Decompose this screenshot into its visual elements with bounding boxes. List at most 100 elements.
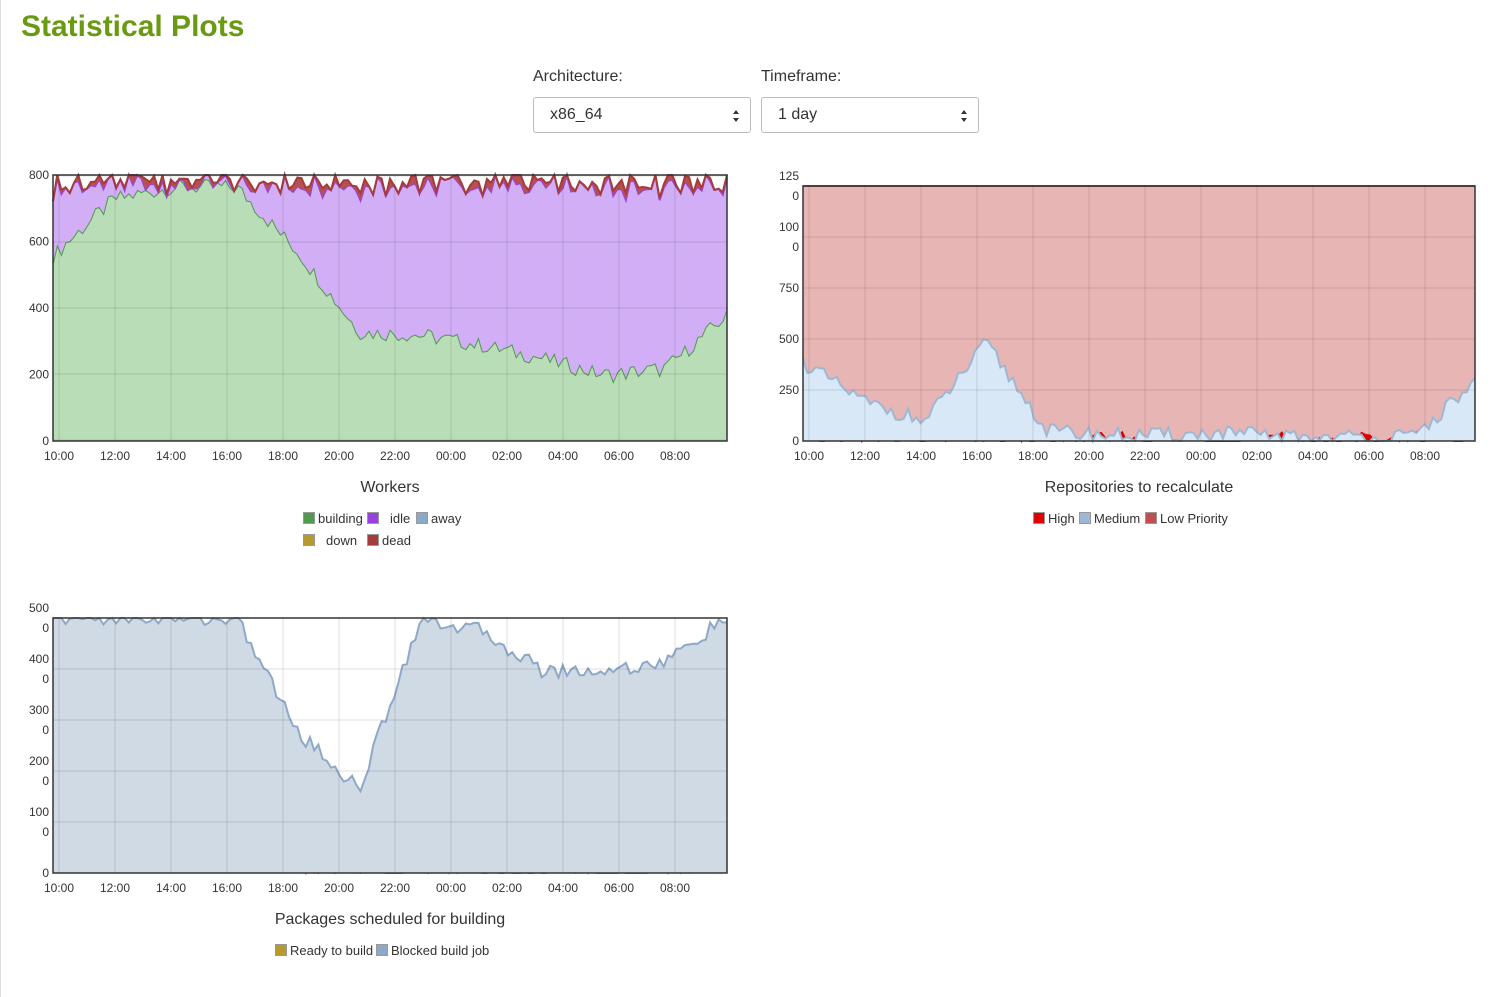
x-tick-label: 16:00 xyxy=(212,881,242,895)
legend-item-medium: Medium xyxy=(1079,511,1140,526)
x-tick-label: 06:00 xyxy=(604,881,634,895)
x-tick-label: 22:00 xyxy=(1130,449,1160,463)
x-tick-label: 08:00 xyxy=(1410,449,1440,463)
series-line-dead xyxy=(52,171,728,202)
y-tick-label: 0 xyxy=(42,621,49,635)
x-tick-label: 14:00 xyxy=(906,449,936,463)
legend-swatch xyxy=(303,534,315,546)
architecture-select[interactable]: x86_64 xyxy=(533,97,751,133)
x-tick-label: 02:00 xyxy=(1242,449,1272,463)
series-line-medium xyxy=(802,338,1476,444)
workers-chart-title: Workers xyxy=(360,479,420,496)
legend-swatch xyxy=(303,512,315,524)
y-tick-label: 125 xyxy=(779,169,799,183)
legend-label: Blocked build job xyxy=(391,943,490,958)
y-tick-label: 250 xyxy=(779,383,799,397)
legend-label: Medium xyxy=(1094,511,1141,526)
y-tick-label: 0 xyxy=(42,774,49,788)
y-tick-label: 0 xyxy=(792,240,799,254)
legend-label: down xyxy=(326,533,358,548)
x-tick-label: 06:00 xyxy=(1354,449,1384,463)
y-tick-label: 500 xyxy=(29,601,49,615)
page-title: Statistical Plots xyxy=(21,10,245,43)
x-tick-label: 08:00 xyxy=(660,449,690,463)
x-tick-label: 12:00 xyxy=(100,881,130,895)
y-tick-label: 600 xyxy=(29,235,49,249)
x-tick-label: 12:00 xyxy=(850,449,880,463)
legend-swatch xyxy=(367,534,379,546)
x-tick-label: 04:00 xyxy=(548,881,578,895)
x-tick-label: 10:00 xyxy=(794,449,824,463)
x-tick-label: 12:00 xyxy=(100,449,130,463)
x-tick-label: 02:00 xyxy=(492,449,522,463)
legend-item-idle: idle xyxy=(367,511,410,526)
x-tick-label: 04:00 xyxy=(1298,449,1328,463)
x-tick-label: 18:00 xyxy=(268,881,298,895)
legend-item-dead: dead xyxy=(367,533,411,548)
y-tick-label: 300 xyxy=(29,703,49,717)
x-tick-label: 20:00 xyxy=(1074,449,1104,463)
x-tick-label: 00:00 xyxy=(1186,449,1216,463)
x-tick-label: 20:00 xyxy=(324,881,354,895)
y-tick-label: 0 xyxy=(42,866,49,880)
legend-swatch xyxy=(367,512,379,524)
legend-label: away xyxy=(431,511,462,526)
chart-plot-area xyxy=(803,186,1475,441)
legend-item-building: building xyxy=(303,511,363,526)
x-tick-label: 10:00 xyxy=(44,449,74,463)
y-tick-label: 750 xyxy=(779,281,799,295)
y-tick-label: 400 xyxy=(29,301,49,315)
legend-label: building xyxy=(318,511,363,526)
y-tick-label: 0 xyxy=(792,434,799,448)
x-tick-label: 00:00 xyxy=(436,881,466,895)
legend-swatch xyxy=(1079,512,1091,524)
legend-label: Low Priority xyxy=(1160,511,1228,526)
chart-frame xyxy=(802,185,1476,442)
legend-item-down: down xyxy=(303,533,357,548)
legend-swatch xyxy=(1145,512,1157,524)
x-tick-label: 06:00 xyxy=(604,449,634,463)
legend-swatch xyxy=(416,512,428,524)
packages-chart-title: Packages scheduled for building xyxy=(274,911,506,928)
legend-item-blocked-build-job: Blocked build job xyxy=(376,943,489,958)
y-tick-label: 200 xyxy=(29,368,49,382)
chart-frame xyxy=(52,617,728,874)
y-tick-label: 800 xyxy=(29,168,49,182)
x-tick-label: 18:00 xyxy=(1018,449,1048,463)
y-tick-label: 100 xyxy=(29,805,49,819)
legend-label: Ready to build xyxy=(290,943,374,958)
y-tick-label: 400 xyxy=(29,652,49,666)
x-tick-label: 20:00 xyxy=(324,449,354,463)
timeframe-value: 1 day xyxy=(778,106,818,123)
x-tick-label: 22:00 xyxy=(380,449,410,463)
y-tick-label: 0 xyxy=(42,825,49,839)
x-tick-label: 18:00 xyxy=(268,449,298,463)
legend-item-away: away xyxy=(416,511,461,526)
architecture-label: Architecture: xyxy=(533,68,623,85)
legend-item-low-priority: Low Priority xyxy=(1145,511,1228,526)
legend-item-ready-to-build: Ready to build xyxy=(275,943,373,958)
chart-frame xyxy=(52,174,728,442)
x-tick-label: 22:00 xyxy=(380,881,410,895)
y-tick-label: 0 xyxy=(792,189,799,203)
legend-label: dead xyxy=(382,533,411,548)
select-arrows-icon xyxy=(960,109,968,123)
series-area-building xyxy=(53,178,727,441)
y-tick-label: 200 xyxy=(29,754,49,768)
timeframe-select[interactable]: 1 day xyxy=(761,97,979,133)
series-area-blocked-build-job xyxy=(53,618,727,873)
y-tick-label: 0 xyxy=(42,723,49,737)
y-tick-label: 0 xyxy=(42,672,49,686)
x-tick-label: 10:00 xyxy=(44,881,74,895)
y-tick-label: 0 xyxy=(42,434,49,448)
x-tick-label: 16:00 xyxy=(212,449,242,463)
x-tick-label: 00:00 xyxy=(436,449,466,463)
x-tick-label: 08:00 xyxy=(660,881,690,895)
x-tick-label: 04:00 xyxy=(548,449,578,463)
timeframe-label: Timeframe: xyxy=(761,68,842,85)
y-tick-label: 100 xyxy=(779,220,799,234)
legend-swatch xyxy=(1033,512,1045,524)
repos-chart-title: Repositories to recalculate xyxy=(1044,479,1234,496)
legend-swatch xyxy=(376,944,388,956)
